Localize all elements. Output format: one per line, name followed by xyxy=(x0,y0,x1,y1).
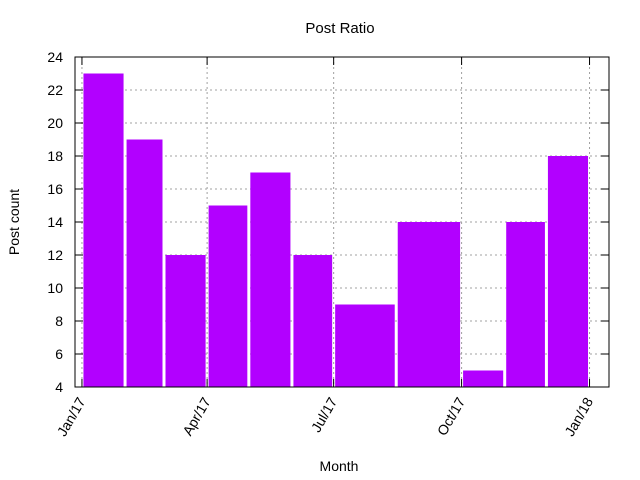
bar xyxy=(208,205,248,387)
x-tick-label: Oct/17 xyxy=(434,394,469,438)
y-tick-label: 24 xyxy=(47,49,63,65)
bar xyxy=(83,73,124,387)
x-tick-label: Jul/17 xyxy=(308,394,341,435)
y-axis-label: Post count xyxy=(6,189,22,255)
bars xyxy=(83,73,589,387)
bar xyxy=(293,255,333,387)
bar xyxy=(397,222,461,387)
axis-ticks xyxy=(75,56,609,388)
y-tick-label: 18 xyxy=(47,148,63,164)
x-tick-label: Jan/17 xyxy=(54,394,89,439)
x-tick-labels: Jan/17 Apr/17 Jul/17 Oct/17 Jan/18 xyxy=(54,394,597,439)
y-tick-label: 6 xyxy=(55,346,63,362)
x-tick-label: Apr/17 xyxy=(179,394,214,438)
y-tick-label: 12 xyxy=(47,247,63,263)
y-tick-label: 4 xyxy=(55,379,63,395)
y-tick-label: 10 xyxy=(47,280,63,296)
bar xyxy=(506,222,545,387)
bar xyxy=(463,370,504,387)
y-tick-label: 20 xyxy=(47,115,63,131)
chart-title: Post Ratio xyxy=(305,20,374,37)
y-tick-label: 22 xyxy=(47,82,63,98)
y-tick-labels: 4 6 8 10 12 14 16 18 20 22 24 xyxy=(47,49,63,395)
bar xyxy=(126,139,163,387)
x-axis-label: Month xyxy=(320,458,359,474)
y-tick-label: 14 xyxy=(47,214,63,230)
bar xyxy=(335,304,395,387)
y-tick-label: 16 xyxy=(47,181,63,197)
bar xyxy=(547,156,589,387)
y-tick-label: 8 xyxy=(55,313,63,329)
x-tick-label: Jan/18 xyxy=(561,394,596,439)
bar xyxy=(165,255,206,387)
bar xyxy=(250,172,291,387)
